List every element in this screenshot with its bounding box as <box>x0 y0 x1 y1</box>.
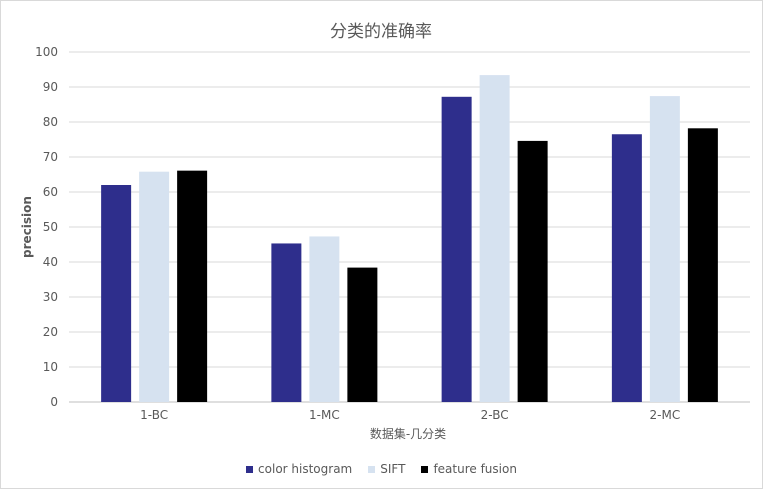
gridlines <box>69 51 750 403</box>
y-tick-label: 40 <box>43 255 58 269</box>
y-tick-label: 60 <box>43 185 58 199</box>
legend-label: color histogram <box>258 462 353 476</box>
bar-color-histogram-1-bc <box>101 185 132 402</box>
x-axis-title: 数据集-几分类 <box>370 426 446 441</box>
bar-sift-1-bc <box>139 171 170 402</box>
legend-item: SIFT <box>368 462 405 476</box>
bar-color-histogram-1-mc <box>271 243 302 402</box>
y-tick-label: 50 <box>43 220 58 234</box>
legend-label: feature fusion <box>433 462 517 476</box>
y-tick-label: 30 <box>43 290 58 304</box>
x-tick-label: 1-MC <box>309 408 340 422</box>
y-axis-title: precision <box>20 196 34 258</box>
bar-feature-fusion-1-bc <box>177 170 208 402</box>
legend-swatch <box>421 465 429 473</box>
legend-label: SIFT <box>380 462 406 476</box>
legend-swatch <box>246 465 254 473</box>
legend-item: color histogram <box>246 462 352 476</box>
legend-swatch <box>368 465 376 473</box>
legend-item: feature fusion <box>421 462 517 476</box>
bar-feature-fusion-1-mc <box>347 267 378 402</box>
y-tick-label: 0 <box>50 395 58 409</box>
bars <box>101 75 718 403</box>
bar-sift-1-mc <box>309 236 340 402</box>
chart-title: 分类的准确率 <box>330 22 432 42</box>
chart-legend: color histogram SIFT feature fusion <box>1 462 762 476</box>
bar-feature-fusion-2-bc <box>517 140 548 402</box>
bar-sift-2-bc <box>479 75 510 402</box>
bar-feature-fusion-2-mc <box>687 128 718 403</box>
x-axis-ticks: 1-BC 1-MC 2-BC 2-MC <box>140 408 680 422</box>
x-tick-label: 1-BC <box>140 408 168 422</box>
bar-color-histogram-2-bc <box>441 96 472 403</box>
x-tick-label: 2-BC <box>481 408 509 422</box>
y-tick-label: 100 <box>35 45 58 59</box>
y-tick-label: 20 <box>43 325 58 339</box>
y-tick-label: 80 <box>43 115 58 129</box>
y-tick-label: 90 <box>43 80 58 94</box>
bar-color-histogram-2-mc <box>611 134 642 402</box>
y-tick-label: 10 <box>43 360 58 374</box>
y-tick-label: 70 <box>43 150 58 164</box>
bar-sift-2-mc <box>649 96 680 402</box>
x-tick-label: 2-MC <box>650 408 681 422</box>
y-axis-ticks: 0 10 20 30 40 50 60 70 80 90 100 <box>35 45 58 409</box>
